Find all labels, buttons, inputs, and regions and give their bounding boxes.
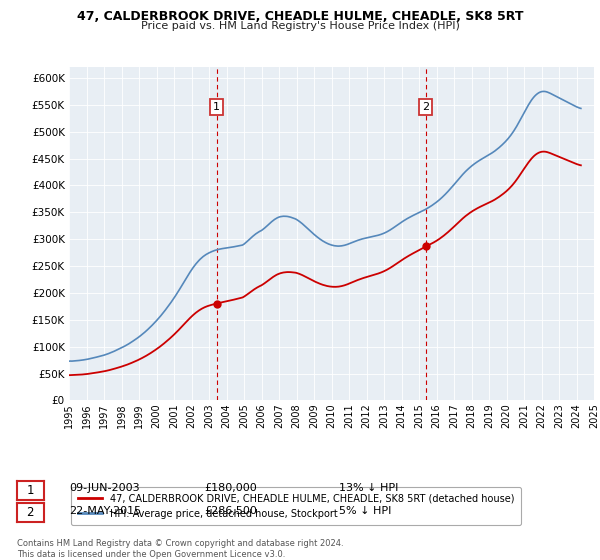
Text: £286,500: £286,500 [204, 506, 257, 516]
Text: 5% ↓ HPI: 5% ↓ HPI [339, 506, 391, 516]
Text: 1: 1 [213, 102, 220, 112]
Text: Price paid vs. HM Land Registry's House Price Index (HPI): Price paid vs. HM Land Registry's House … [140, 21, 460, 31]
Text: 22-MAY-2015: 22-MAY-2015 [69, 506, 141, 516]
Text: £180,000: £180,000 [204, 483, 257, 493]
Text: 13% ↓ HPI: 13% ↓ HPI [339, 483, 398, 493]
Text: 1: 1 [26, 484, 34, 497]
Text: Contains HM Land Registry data © Crown copyright and database right 2024.
This d: Contains HM Land Registry data © Crown c… [17, 539, 343, 559]
Text: 09-JUN-2003: 09-JUN-2003 [69, 483, 140, 493]
Legend: 47, CALDERBROOK DRIVE, CHEADLE HULME, CHEADLE, SK8 5RT (detached house), HPI: Av: 47, CALDERBROOK DRIVE, CHEADLE HULME, CH… [71, 487, 521, 525]
Text: 2: 2 [26, 506, 34, 519]
Text: 47, CALDERBROOK DRIVE, CHEADLE HULME, CHEADLE, SK8 5RT: 47, CALDERBROOK DRIVE, CHEADLE HULME, CH… [77, 10, 523, 23]
Text: 2: 2 [422, 102, 430, 112]
